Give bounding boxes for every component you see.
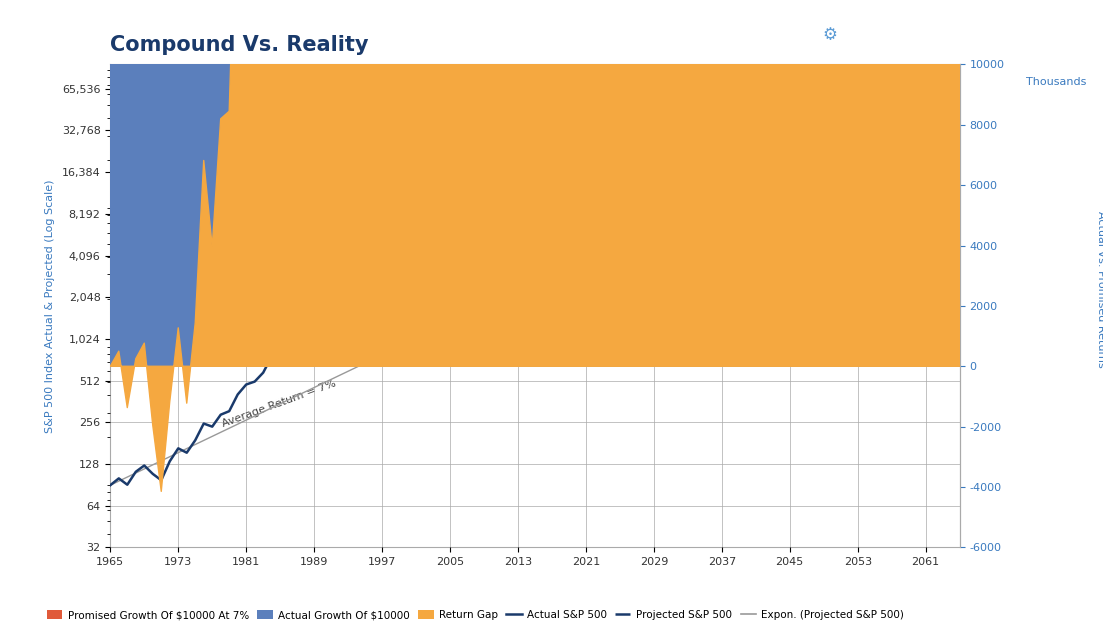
- Projected S&P 500: [664, 45, 677, 53]
- Projected S&P 500: [792, 16, 805, 24]
- Expon. (Projected S&P 500): [817, 0, 831, 1]
- Expon. (Projected S&P 500): [613, 73, 627, 80]
- Expon. (Projected S&P 500): [774, 10, 788, 17]
- Actual S&P 500: [460, 240, 473, 248]
- Expon. (Projected S&P 500): [740, 23, 753, 31]
- Actual S&P 500: [154, 477, 168, 484]
- Text: Average Return = 7%: Average Return = 7%: [221, 378, 338, 429]
- Projected S&P 500: [613, 79, 627, 86]
- Legend: Promised Growth Of $10000 At 7%, Actual Growth Of $10000, Return Gap, Actual S&P: Promised Growth Of $10000 At 7%, Actual …: [43, 606, 909, 624]
- Projected S&P 500: [630, 61, 643, 68]
- Expon. (Projected S&P 500): [783, 6, 796, 14]
- Actual S&P 500: [231, 391, 244, 399]
- Expon. (Projected S&P 500): [689, 43, 703, 51]
- Expon. (Projected S&P 500): [800, 0, 813, 7]
- Projected S&P 500: [817, 0, 831, 6]
- Projected S&P 500: [655, 46, 668, 53]
- Expon. (Projected S&P 500): [655, 56, 668, 64]
- Expon. (Projected S&P 500): [767, 13, 780, 21]
- Projected S&P 500: [639, 56, 652, 64]
- Expon. (Projected S&P 500): [724, 30, 737, 37]
- Projected S&P 500: [758, 19, 771, 26]
- Projected S&P 500: [732, 37, 746, 44]
- Expon. (Projected S&P 500): [647, 59, 661, 67]
- Projected S&P 500: [724, 37, 737, 44]
- Expon. (Projected S&P 500): [732, 26, 746, 34]
- Expon. (Projected S&P 500): [749, 19, 762, 27]
- Expon. (Projected S&P 500): [622, 70, 635, 77]
- Projected S&P 500: [707, 37, 720, 45]
- Projected S&P 500: [597, 87, 610, 95]
- Projected S&P 500: [808, 6, 822, 14]
- Line: Projected S&P 500: Projected S&P 500: [603, 0, 960, 91]
- Expon. (Projected S&P 500): [604, 76, 618, 84]
- Text: Actual Vs. Promised Returns: Actual Vs. Promised Returns: [1095, 211, 1103, 368]
- Line: Actual S&P 500: Actual S&P 500: [110, 91, 603, 485]
- Expon. (Projected S&P 500): [639, 63, 652, 71]
- Projected S&P 500: [698, 39, 711, 47]
- Actual S&P 500: [597, 87, 610, 95]
- Projected S&P 500: [673, 40, 686, 48]
- Projected S&P 500: [800, 15, 813, 23]
- Actual S&P 500: [180, 449, 193, 457]
- Projected S&P 500: [689, 42, 703, 50]
- Expon. (Projected S&P 500): [808, 0, 822, 4]
- Projected S&P 500: [604, 80, 618, 88]
- Expon. (Projected S&P 500): [597, 79, 610, 87]
- Expon. (Projected S&P 500): [664, 53, 677, 61]
- Projected S&P 500: [767, 12, 780, 19]
- Text: ⚙: ⚙: [823, 26, 837, 44]
- Projected S&P 500: [622, 62, 635, 70]
- Projected S&P 500: [647, 44, 661, 52]
- Expon. (Projected S&P 500): [758, 16, 771, 24]
- Actual S&P 500: [358, 258, 372, 266]
- Actual S&P 500: [120, 481, 133, 489]
- Line: Expon. (Projected S&P 500): Expon. (Projected S&P 500): [603, 0, 960, 83]
- Y-axis label: S&P 500 Index Actual & Projected (Log Scale): S&P 500 Index Actual & Projected (Log Sc…: [45, 179, 55, 433]
- Expon. (Projected S&P 500): [792, 3, 805, 11]
- Expon. (Projected S&P 500): [630, 66, 643, 74]
- Projected S&P 500: [783, 15, 796, 23]
- Projected S&P 500: [774, 14, 788, 21]
- Projected S&P 500: [825, 0, 838, 2]
- Expon. (Projected S&P 500): [707, 36, 720, 44]
- Expon. (Projected S&P 500): [682, 46, 695, 54]
- Projected S&P 500: [749, 14, 762, 21]
- Expon. (Projected S&P 500): [698, 39, 711, 47]
- Text: Compound Vs. Reality: Compound Vs. Reality: [110, 35, 368, 55]
- Projected S&P 500: [740, 27, 753, 35]
- Actual S&P 500: [104, 481, 117, 489]
- Expon. (Projected S&P 500): [673, 50, 686, 57]
- Expon. (Projected S&P 500): [715, 33, 728, 41]
- Projected S&P 500: [682, 39, 695, 46]
- Projected S&P 500: [715, 30, 728, 38]
- Text: Thousands: Thousands: [1026, 77, 1086, 88]
- Text: REAL INVESTMENT ADVICE: REAL INVESTMENT ADVICE: [880, 30, 1036, 41]
